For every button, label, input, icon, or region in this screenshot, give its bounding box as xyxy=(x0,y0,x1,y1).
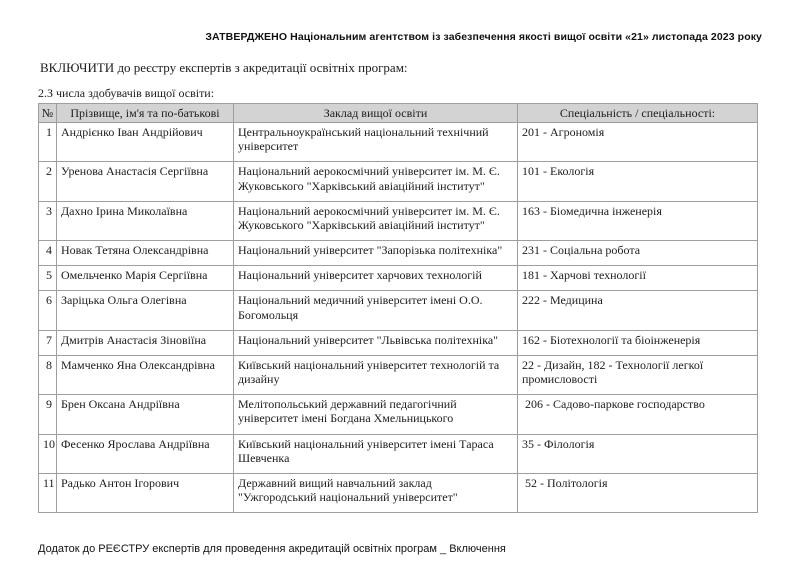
expert-name: Мамченко Яна Олександрівна xyxy=(56,354,234,396)
institution-name: Національний аерокосмічний університет і… xyxy=(233,161,518,202)
institution-name: Київський національний університет техно… xyxy=(233,354,518,396)
row-number: 2 xyxy=(38,161,57,202)
expert-name: Заріцька Ольга Олегівна xyxy=(56,290,234,331)
specialty-list: 222 - Медицина xyxy=(517,290,758,331)
specialty-list: 181 - Харчові технології xyxy=(517,265,758,292)
experts-table: № Прізвище, ім'я та по-батькові Заклад в… xyxy=(38,102,758,514)
row-number: 5 xyxy=(38,265,57,292)
row-number: 10 xyxy=(38,433,57,474)
specialty-list: 163 - Біомедична інженерія xyxy=(517,200,758,242)
table-row: 7 Дмитрів Анастасія Зіновіїна Національн… xyxy=(38,329,758,356)
expert-name: Фесенко Ярослава Андріївна xyxy=(56,433,234,474)
row-number: 4 xyxy=(38,240,57,267)
header-cell-number: № xyxy=(38,102,57,124)
row-number: 3 xyxy=(38,200,57,242)
specialty-list: 22 - Дизайн, 182 - Технології легкої про… xyxy=(517,354,758,396)
specialty-list: 52 - Політологія xyxy=(517,472,758,514)
table-row: 10 Фесенко Ярослава Андріївна Київський … xyxy=(38,433,758,474)
expert-name: Дахно Ірина Миколаївна xyxy=(56,200,234,242)
footer-note: Додаток до РЕЄСТРУ експертів для проведе… xyxy=(38,543,506,556)
section-heading: 2.З числа здобувачів вищої освіти: xyxy=(38,86,215,100)
row-number: 6 xyxy=(38,290,57,331)
table-row: 11 Радько Антон Ігорович Державний вищий… xyxy=(38,472,758,514)
specialty-list: 206 - Садово-паркове господарство xyxy=(517,394,758,435)
row-number: 9 xyxy=(38,394,57,435)
expert-name: Омельченко Марія Сергіївна xyxy=(56,265,234,292)
institution-name: Київський національний університет імені… xyxy=(233,433,518,474)
institution-name: Національний університет харчових технол… xyxy=(233,265,518,292)
table-row: 1 Андрієнко Іван Андрійович Центральноук… xyxy=(38,122,758,163)
expert-name: Брен Оксана Андріївна xyxy=(56,394,234,435)
table-row: 3 Дахно Ірина Миколаївна Національний ае… xyxy=(38,200,758,242)
specialty-list: 162 - Біотехнології та біоінженерія xyxy=(517,329,758,356)
table-row: 5 Омельченко Марія Сергіївна Національни… xyxy=(38,265,758,292)
institution-name: Центральноукраїнський національний техні… xyxy=(233,122,518,163)
header-cell-specialty: Спеціальність / спеціальності: xyxy=(517,102,758,124)
specialty-list: 201 - Агрономія xyxy=(517,122,758,163)
institution-name: Національний аерокосмічний університет і… xyxy=(233,200,518,242)
expert-name: Новак Тетяна Олександрівна xyxy=(56,240,234,267)
expert-name: Андрієнко Іван Андрійович xyxy=(56,122,234,163)
table-row: 8 Мамченко Яна Олександрівна Київський н… xyxy=(38,354,758,396)
expert-name: Уренова Анастасія Сергіївна xyxy=(56,161,234,202)
specialty-list: 35 - Філологія xyxy=(517,433,758,474)
header-cell-name: Прізвище, ім'я та по-батькові xyxy=(56,102,234,124)
approved-statement: ЗАТВЕРДЖЕНО Національним агентством із з… xyxy=(205,31,762,43)
table-row: 9 Брен Оксана Андріївна Мелітопольський … xyxy=(38,394,758,435)
institution-name: Мелітопольський державний педагогічний у… xyxy=(233,394,518,435)
specialty-list: 231 - Соціальна робота xyxy=(517,240,758,267)
table-row: 4 Новак Тетяна Олександрівна Національни… xyxy=(38,240,758,267)
document-page: ЗАТВЕРДЖЕНО Національним агентством із з… xyxy=(0,31,800,566)
table-row: 6 Заріцька Ольга Олегівна Національний м… xyxy=(38,290,758,331)
row-number: 11 xyxy=(38,472,57,514)
table-row: 2 Уренова Анастасія Сергіївна Національн… xyxy=(38,161,758,202)
expert-name: Дмитрів Анастасія Зіновіїна xyxy=(56,329,234,356)
table-header-row: № Прізвище, ім'я та по-батькові Заклад в… xyxy=(38,102,758,124)
header-cell-institution: Заклад вищої освіти xyxy=(233,102,518,124)
institution-name: Національний університет "Львівська полі… xyxy=(233,329,518,356)
expert-name: Радько Антон Ігорович xyxy=(56,472,234,514)
row-number: 7 xyxy=(38,329,57,356)
specialty-list: 101 - Екологія xyxy=(517,161,758,202)
institution-name: Державний вищий навчальний заклад "Ужгор… xyxy=(233,472,518,514)
institution-name: Національний університет "Запорізька пол… xyxy=(233,240,518,267)
include-statement: ВКЛЮЧИТИ до реєстру експертів з акредита… xyxy=(40,60,408,75)
row-number: 8 xyxy=(38,354,57,396)
row-number: 1 xyxy=(38,122,57,163)
institution-name: Національний медичний університет імені … xyxy=(233,290,518,331)
